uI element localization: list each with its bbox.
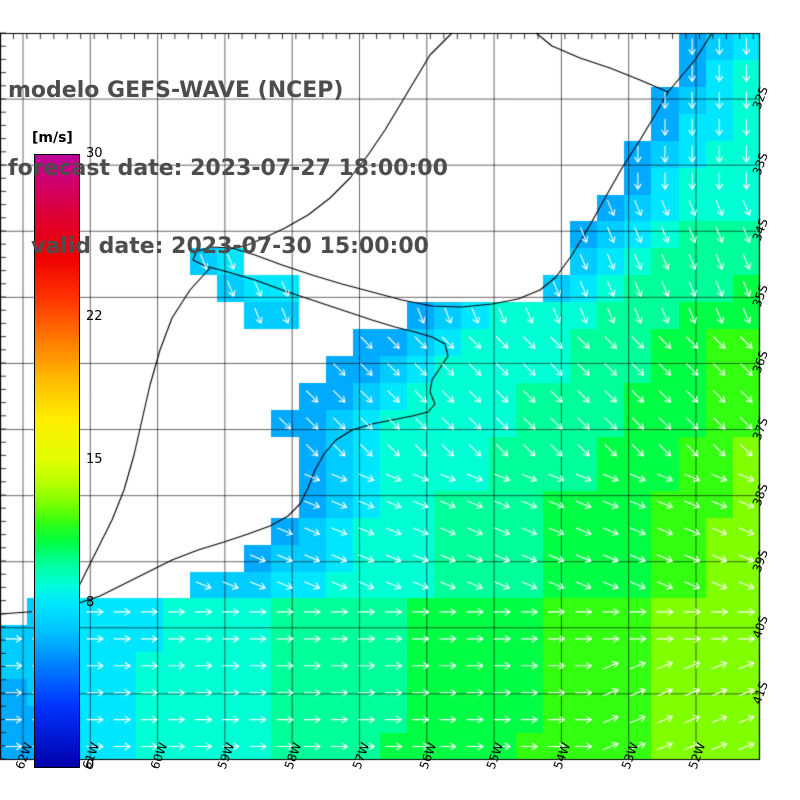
model-title: modelo GEFS-WAVE (NCEP)	[8, 78, 344, 103]
colorbar-tick: 0	[86, 758, 95, 773]
valid-date-label: valid date: 2023-07-30 15:00:00	[8, 234, 429, 259]
forecast-date-label: forecast date: 2023-07-27 18:00:00	[8, 156, 448, 181]
colorbar-tick: 22	[86, 309, 103, 325]
colorbar: [m/s] 30 22 15 8 0	[30, 130, 160, 790]
title-block: modelo GEFS-WAVE (NCEP) forecast date: 2…	[8, 26, 448, 312]
colorbar-tick: 30	[86, 146, 103, 161]
colorbar-unit-label: [m/s]	[32, 130, 73, 146]
colorbar-gradient	[34, 154, 80, 768]
colorbar-tick: 15	[86, 452, 103, 467]
colorbar-tick: 8	[86, 594, 95, 610]
